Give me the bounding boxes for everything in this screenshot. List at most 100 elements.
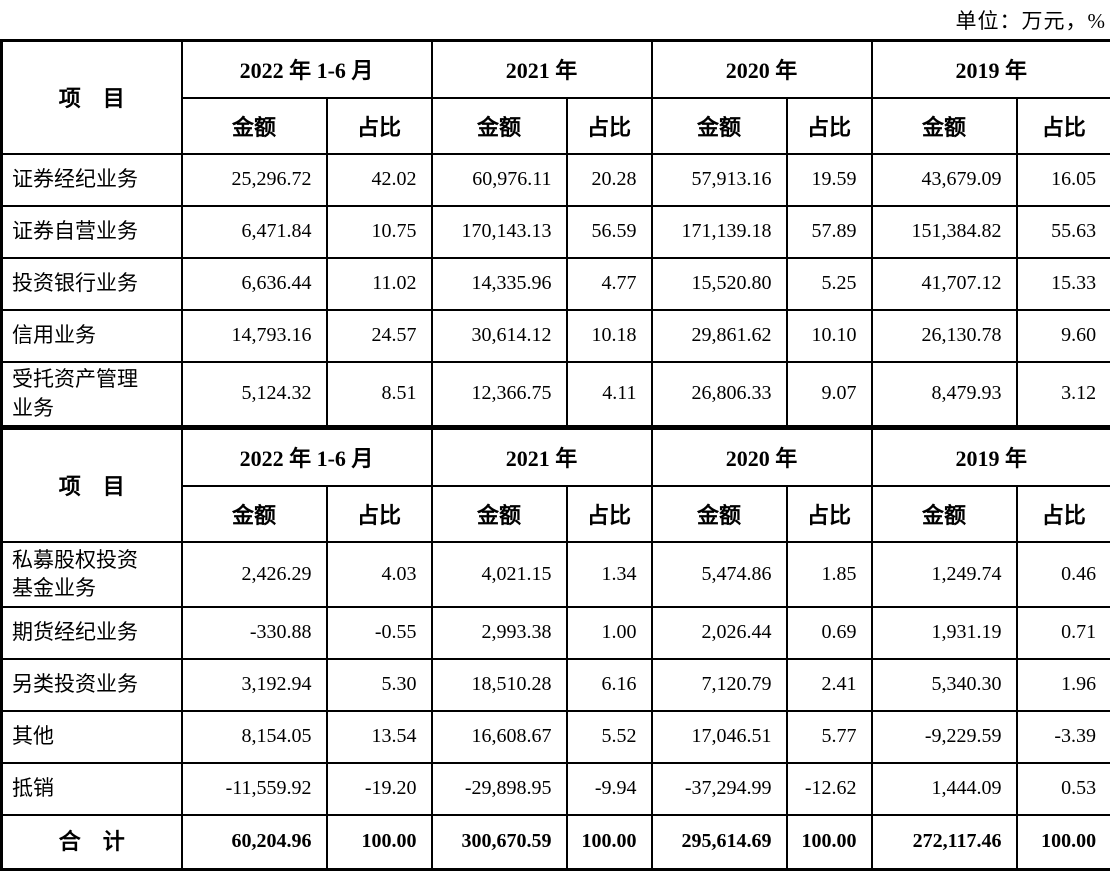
column-header-amount: 金额 (430, 96, 568, 155)
column-header-amount: 金额 (430, 484, 568, 543)
row-item-label: 证券自营业务 (0, 204, 183, 259)
table-row: 信用业务 14,793.16 24.57 30,614.12 10.18 29,861.6… (0, 308, 1110, 363)
amount-cell: 5,474.86 (650, 540, 788, 608)
amount-cell: 6,471.84 (180, 204, 328, 259)
share-cell: 0.69 (785, 605, 873, 660)
amount-cell: 8,154.05 (180, 709, 328, 764)
share-cell: 55.63 (1015, 204, 1110, 259)
column-header-item: 项 目 (0, 427, 183, 543)
share-cell: 19.59 (785, 152, 873, 207)
amount-cell: 5,340.30 (870, 657, 1018, 712)
row-item-label: 期货经纪业务 (0, 605, 183, 660)
share-cell: 9.07 (785, 360, 873, 428)
total-row: 合 计 60,204.96 100.00 300,670.59 100.00 295,61… (0, 813, 1110, 871)
amount-cell: 12,366.75 (430, 360, 568, 428)
share-cell: 5.30 (325, 657, 433, 712)
segment-revenue-table-top: 项 目 2022 年 1-6 月 2021 年 2020 年 2019 年金额 占比 金额占… (0, 39, 1110, 428)
amount-cell: 2,993.38 (430, 605, 568, 660)
amount-cell: 14,793.16 (180, 308, 328, 363)
share-cell: 11.02 (325, 256, 433, 311)
column-header-share: 占比 (1015, 484, 1110, 543)
column-header-period: 2022 年 1-6 月 (180, 39, 433, 99)
amount-cell: 2,026.44 (650, 605, 788, 660)
row-item-label: 私募股权投资 基金业务 (0, 540, 183, 608)
amount-cell: 6,636.44 (180, 256, 328, 311)
amount-cell: 29,861.62 (650, 308, 788, 363)
column-header-share: 占比 (325, 96, 433, 155)
column-header-share: 占比 (565, 96, 653, 155)
amount-cell: -29,898.95 (430, 761, 568, 816)
row-item-label: 信用业务 (0, 308, 183, 363)
share-cell: 100.00 (1015, 813, 1110, 871)
amount-cell: 26,806.33 (650, 360, 788, 428)
share-cell: 1.85 (785, 540, 873, 608)
table-row: 私募股权投资 基金业务 2,426.29 4.03 4,021.15 1.34 5,474… (0, 540, 1110, 608)
row-item-label: 抵销 (0, 761, 183, 816)
amount-cell: 5,124.32 (180, 360, 328, 428)
column-header-amount: 金额 (870, 484, 1018, 543)
table-row: 另类投资业务 3,192.94 5.30 18,510.28 6.16 7,120.79 2… (0, 657, 1110, 712)
amount-cell: 43,679.09 (870, 152, 1018, 207)
amount-cell: 7,120.79 (650, 657, 788, 712)
table-row: 受托资产管理 业务 5,124.32 8.51 12,366.75 4.11 26,806… (0, 360, 1110, 428)
share-cell: 1.34 (565, 540, 653, 608)
column-header-amount: 金额 (650, 484, 788, 543)
share-cell: 56.59 (565, 204, 653, 259)
share-cell: 5.52 (565, 709, 653, 764)
amount-cell: 25,296.72 (180, 152, 328, 207)
row-item-label: 其他 (0, 709, 183, 764)
share-cell: 5.77 (785, 709, 873, 764)
amount-cell: 60,204.96 (180, 813, 328, 871)
amount-cell: -37,294.99 (650, 761, 788, 816)
table-row: 证券经纪业务 25,296.72 42.02 60,976.11 20.28 57,913… (0, 152, 1110, 207)
amount-cell: 300,670.59 (430, 813, 568, 871)
share-cell: 16.05 (1015, 152, 1110, 207)
table-row: 期货经纪业务 -330.88 -0.55 2,993.38 1.00 2,026.44 0.… (0, 605, 1110, 660)
column-header-share: 占比 (565, 484, 653, 543)
share-cell: 57.89 (785, 204, 873, 259)
share-cell: 5.25 (785, 256, 873, 311)
unit-label: 单位：万元，% (955, 9, 1106, 33)
share-cell: 6.16 (565, 657, 653, 712)
table-row: 证券自营业务 6,471.84 10.75 170,143.13 56.59 171,13… (0, 204, 1110, 259)
amount-cell: 41,707.12 (870, 256, 1018, 311)
share-cell: -9.94 (565, 761, 653, 816)
amount-cell: 2,426.29 (180, 540, 328, 608)
amount-cell: 57,913.16 (650, 152, 788, 207)
column-header-period: 2020 年 (650, 427, 873, 487)
row-item-label: 另类投资业务 (0, 657, 183, 712)
share-cell: 0.46 (1015, 540, 1110, 608)
amount-cell: -330.88 (180, 605, 328, 660)
amount-cell: 17,046.51 (650, 709, 788, 764)
share-cell: 1.00 (565, 605, 653, 660)
share-cell: 4.77 (565, 256, 653, 311)
share-cell: 42.02 (325, 152, 433, 207)
column-header-amount: 金额 (650, 96, 788, 155)
amount-cell: -9,229.59 (870, 709, 1018, 764)
column-header-item: 项 目 (0, 39, 183, 155)
share-cell: 4.11 (565, 360, 653, 428)
column-header-period: 2019 年 (870, 39, 1110, 99)
column-header-period: 2022 年 1-6 月 (180, 427, 433, 487)
column-header-period: 2019 年 (870, 427, 1110, 487)
share-cell: 3.12 (1015, 360, 1110, 428)
share-cell: 2.41 (785, 657, 873, 712)
column-header-share: 占比 (325, 484, 433, 543)
amount-cell: 16,608.67 (430, 709, 568, 764)
table-row: 投资银行业务 6,636.44 11.02 14,335.96 4.77 15,520.8… (0, 256, 1110, 311)
column-header-share: 占比 (1015, 96, 1110, 155)
amount-cell: 295,614.69 (650, 813, 788, 871)
share-cell: 10.18 (565, 308, 653, 363)
amount-cell: 3,192.94 (180, 657, 328, 712)
amount-cell: 14,335.96 (430, 256, 568, 311)
row-item-label: 受托资产管理 业务 (0, 360, 183, 428)
amount-cell: -11,559.92 (180, 761, 328, 816)
share-cell: 100.00 (565, 813, 653, 871)
row-item-label: 证券经纪业务 (0, 152, 183, 207)
share-cell: 15.33 (1015, 256, 1110, 311)
share-cell: 9.60 (1015, 308, 1110, 363)
row-item-label: 投资银行业务 (0, 256, 183, 311)
segment-revenue-table-bottom: 项 目 2022 年 1-6 月 2021 年 2020 年 2019 年金额 占比 金额占… (0, 427, 1110, 871)
amount-cell: 60,976.11 (430, 152, 568, 207)
